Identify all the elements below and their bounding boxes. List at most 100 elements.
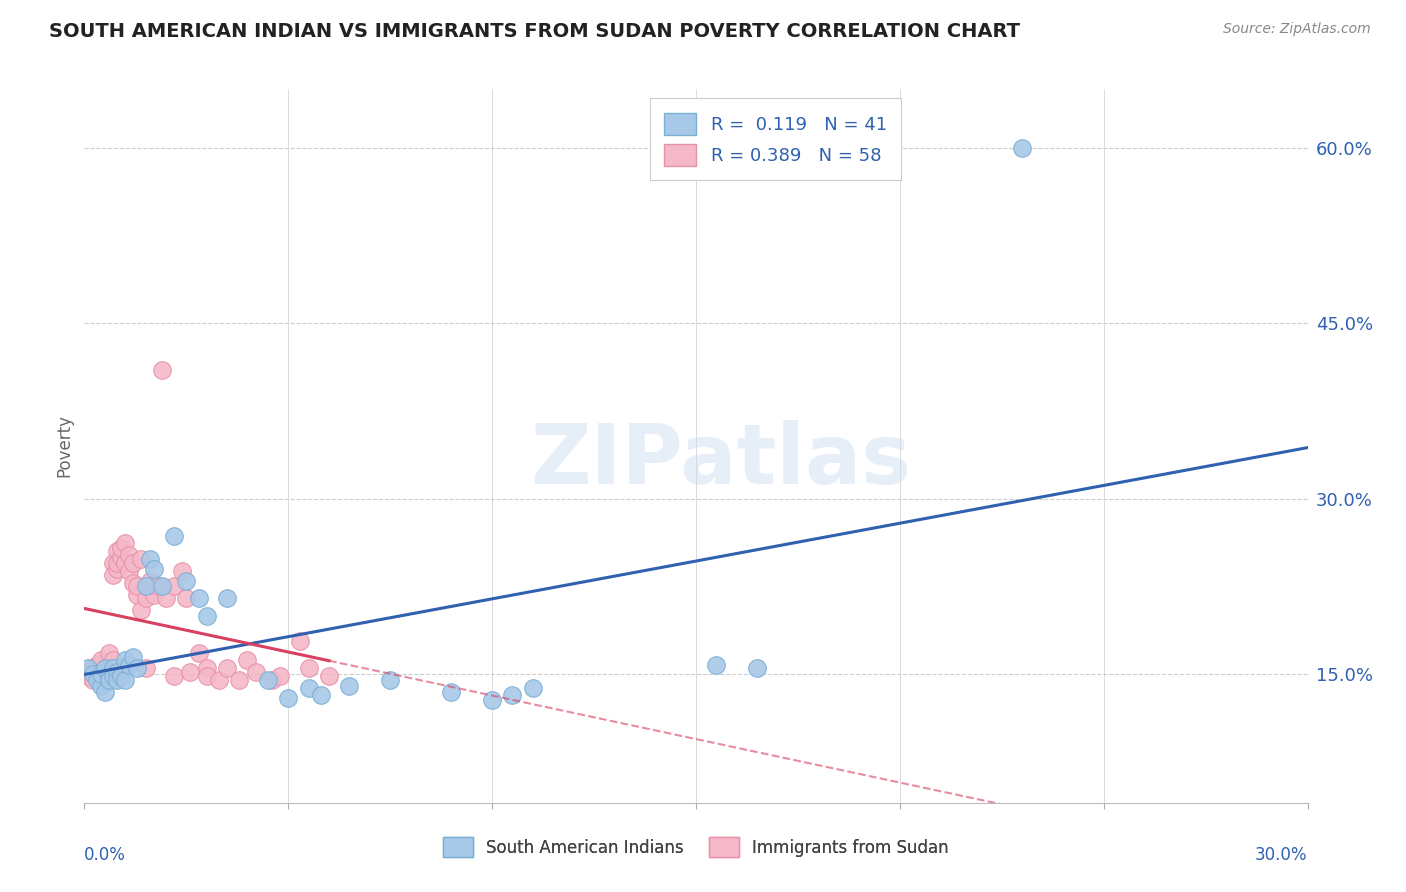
Text: 30.0%: 30.0% [1256,846,1308,863]
Point [706,657,728,672]
Point [97,646,120,660]
Point [82,661,104,675]
Point [114,673,136,687]
Point [127,588,149,602]
Text: Source: ZipAtlas.com: Source: ZipAtlas.com [1223,22,1371,37]
Point [110,669,132,683]
Point [93,665,115,679]
Point [101,653,124,667]
Point [380,673,402,687]
Point [163,579,186,593]
Point [217,591,239,605]
Point [298,681,321,695]
Point [101,661,124,675]
Point [257,673,280,687]
Point [208,673,231,687]
Point [77,661,100,675]
Point [90,653,112,667]
Point [245,665,267,679]
Point [135,591,157,605]
Point [1011,141,1033,155]
Point [269,669,291,683]
Point [101,669,124,683]
Point [97,669,120,683]
Point [90,667,112,681]
Point [135,661,157,675]
Point [90,679,112,693]
Point [318,669,340,683]
Point [101,556,124,570]
Point [309,688,332,702]
Point [142,588,165,602]
Point [440,684,463,698]
Point [260,673,283,687]
Point [122,575,145,590]
Point [97,669,120,683]
Point [93,673,115,687]
Point [150,579,173,593]
Point [118,657,141,672]
Point [93,661,115,675]
Point [131,603,153,617]
Point [105,665,128,679]
Point [481,693,503,707]
Point [114,653,136,667]
Point [86,669,108,683]
Point [118,548,141,562]
Point [179,665,201,679]
Point [187,646,209,660]
Point [82,667,104,681]
Point [101,661,124,675]
Point [298,661,321,675]
Point [174,591,197,605]
Point [236,653,259,667]
Point [118,564,141,578]
Legend: South American Indians, Immigrants from Sudan: South American Indians, Immigrants from … [434,829,957,866]
Point [172,564,194,578]
Point [290,634,312,648]
Point [187,591,209,605]
Point [105,673,128,687]
Point [110,550,132,565]
Point [195,669,218,683]
Point [138,552,160,566]
Point [97,673,120,687]
Point [86,657,108,672]
Point [114,536,136,550]
Point [195,608,218,623]
Point [174,574,197,588]
Point [146,579,169,593]
Point [127,661,149,675]
Point [105,544,128,558]
Text: 0.0%: 0.0% [84,846,127,863]
Point [228,673,250,687]
Point [114,661,136,675]
Point [163,669,186,683]
Point [122,556,145,570]
Point [502,688,524,702]
Point [135,579,157,593]
Point [105,556,128,570]
Point [747,661,769,675]
Point [142,562,165,576]
Point [195,661,218,675]
Point [122,649,145,664]
Point [339,679,361,693]
Point [155,591,177,605]
Point [110,669,132,683]
Text: SOUTH AMERICAN INDIAN VS IMMIGRANTS FROM SUDAN POVERTY CORRELATION CHART: SOUTH AMERICAN INDIAN VS IMMIGRANTS FROM… [49,22,1021,41]
Text: ZIPatlas: ZIPatlas [530,420,911,500]
Point [277,690,299,705]
Point [110,541,132,555]
Point [77,665,100,679]
Point [217,661,239,675]
Point [114,556,136,570]
Point [150,363,173,377]
Point [93,684,115,698]
Point [105,562,128,576]
Y-axis label: Poverty: Poverty [55,415,73,477]
Point [82,673,104,687]
Point [131,552,153,566]
Point [86,673,108,687]
Point [138,574,160,588]
